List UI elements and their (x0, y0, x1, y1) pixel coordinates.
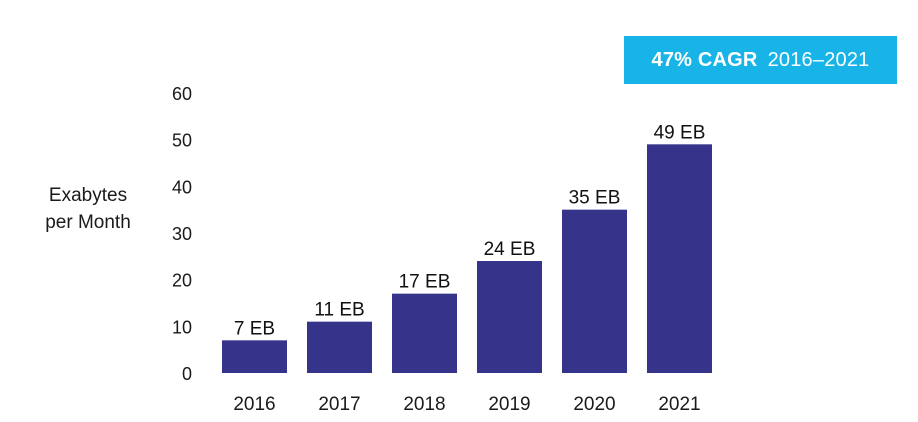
x-tick-label-2021: 2021 (658, 394, 700, 415)
y-tick-label: 0 (182, 364, 192, 384)
x-tick-labels: 2016 2017 2018 2019 2020 2021 (233, 394, 700, 415)
x-tick-label-2020: 2020 (573, 394, 615, 415)
bars (222, 144, 712, 373)
y-axis-label-line-2: per Month (45, 212, 131, 233)
bar-label-2019: 24 EB (484, 239, 536, 260)
bar-data-labels: 7 EB 11 EB 17 EB 24 EB 35 EB 49 EB (234, 122, 705, 339)
bar-2016 (222, 340, 287, 373)
cagr-badge: 47% CAGR 2016–2021 (624, 36, 897, 84)
bar-label-2021: 49 EB (654, 122, 706, 143)
x-tick-label-2016: 2016 (233, 394, 275, 415)
bar-label-2018: 17 EB (399, 272, 451, 293)
y-tick-label: 60 (172, 84, 192, 104)
cagr-badge-period: 2016–2021 (767, 48, 870, 71)
bar-label-2020: 35 EB (569, 188, 621, 209)
y-tick-label: 50 (172, 131, 192, 151)
y-tick-label: 40 (172, 177, 192, 197)
y-tick-label: 10 (172, 317, 192, 337)
y-tick-label: 20 (172, 271, 192, 291)
bar-2019 (477, 261, 542, 373)
cagr-badge-value: 47% CAGR (651, 48, 758, 71)
bar-2020 (562, 209, 627, 373)
bar-2018 (392, 293, 457, 373)
bar-2021 (647, 144, 712, 373)
y-tick-labels: 0 10 20 30 40 50 60 (172, 84, 192, 384)
y-axis-label-line-1: Exabytes (48, 185, 128, 206)
y-tick-label: 30 (172, 224, 192, 244)
bar-2017 (307, 321, 372, 373)
x-tick-label-2018: 2018 (403, 394, 445, 415)
bar-label-2017: 11 EB (314, 300, 364, 321)
bar-label-2016: 7 EB (234, 318, 275, 339)
y-axis-label: Exabytes per Month (26, 182, 150, 236)
x-tick-label-2019: 2019 (488, 394, 530, 415)
x-tick-label-2017: 2017 (318, 394, 360, 415)
